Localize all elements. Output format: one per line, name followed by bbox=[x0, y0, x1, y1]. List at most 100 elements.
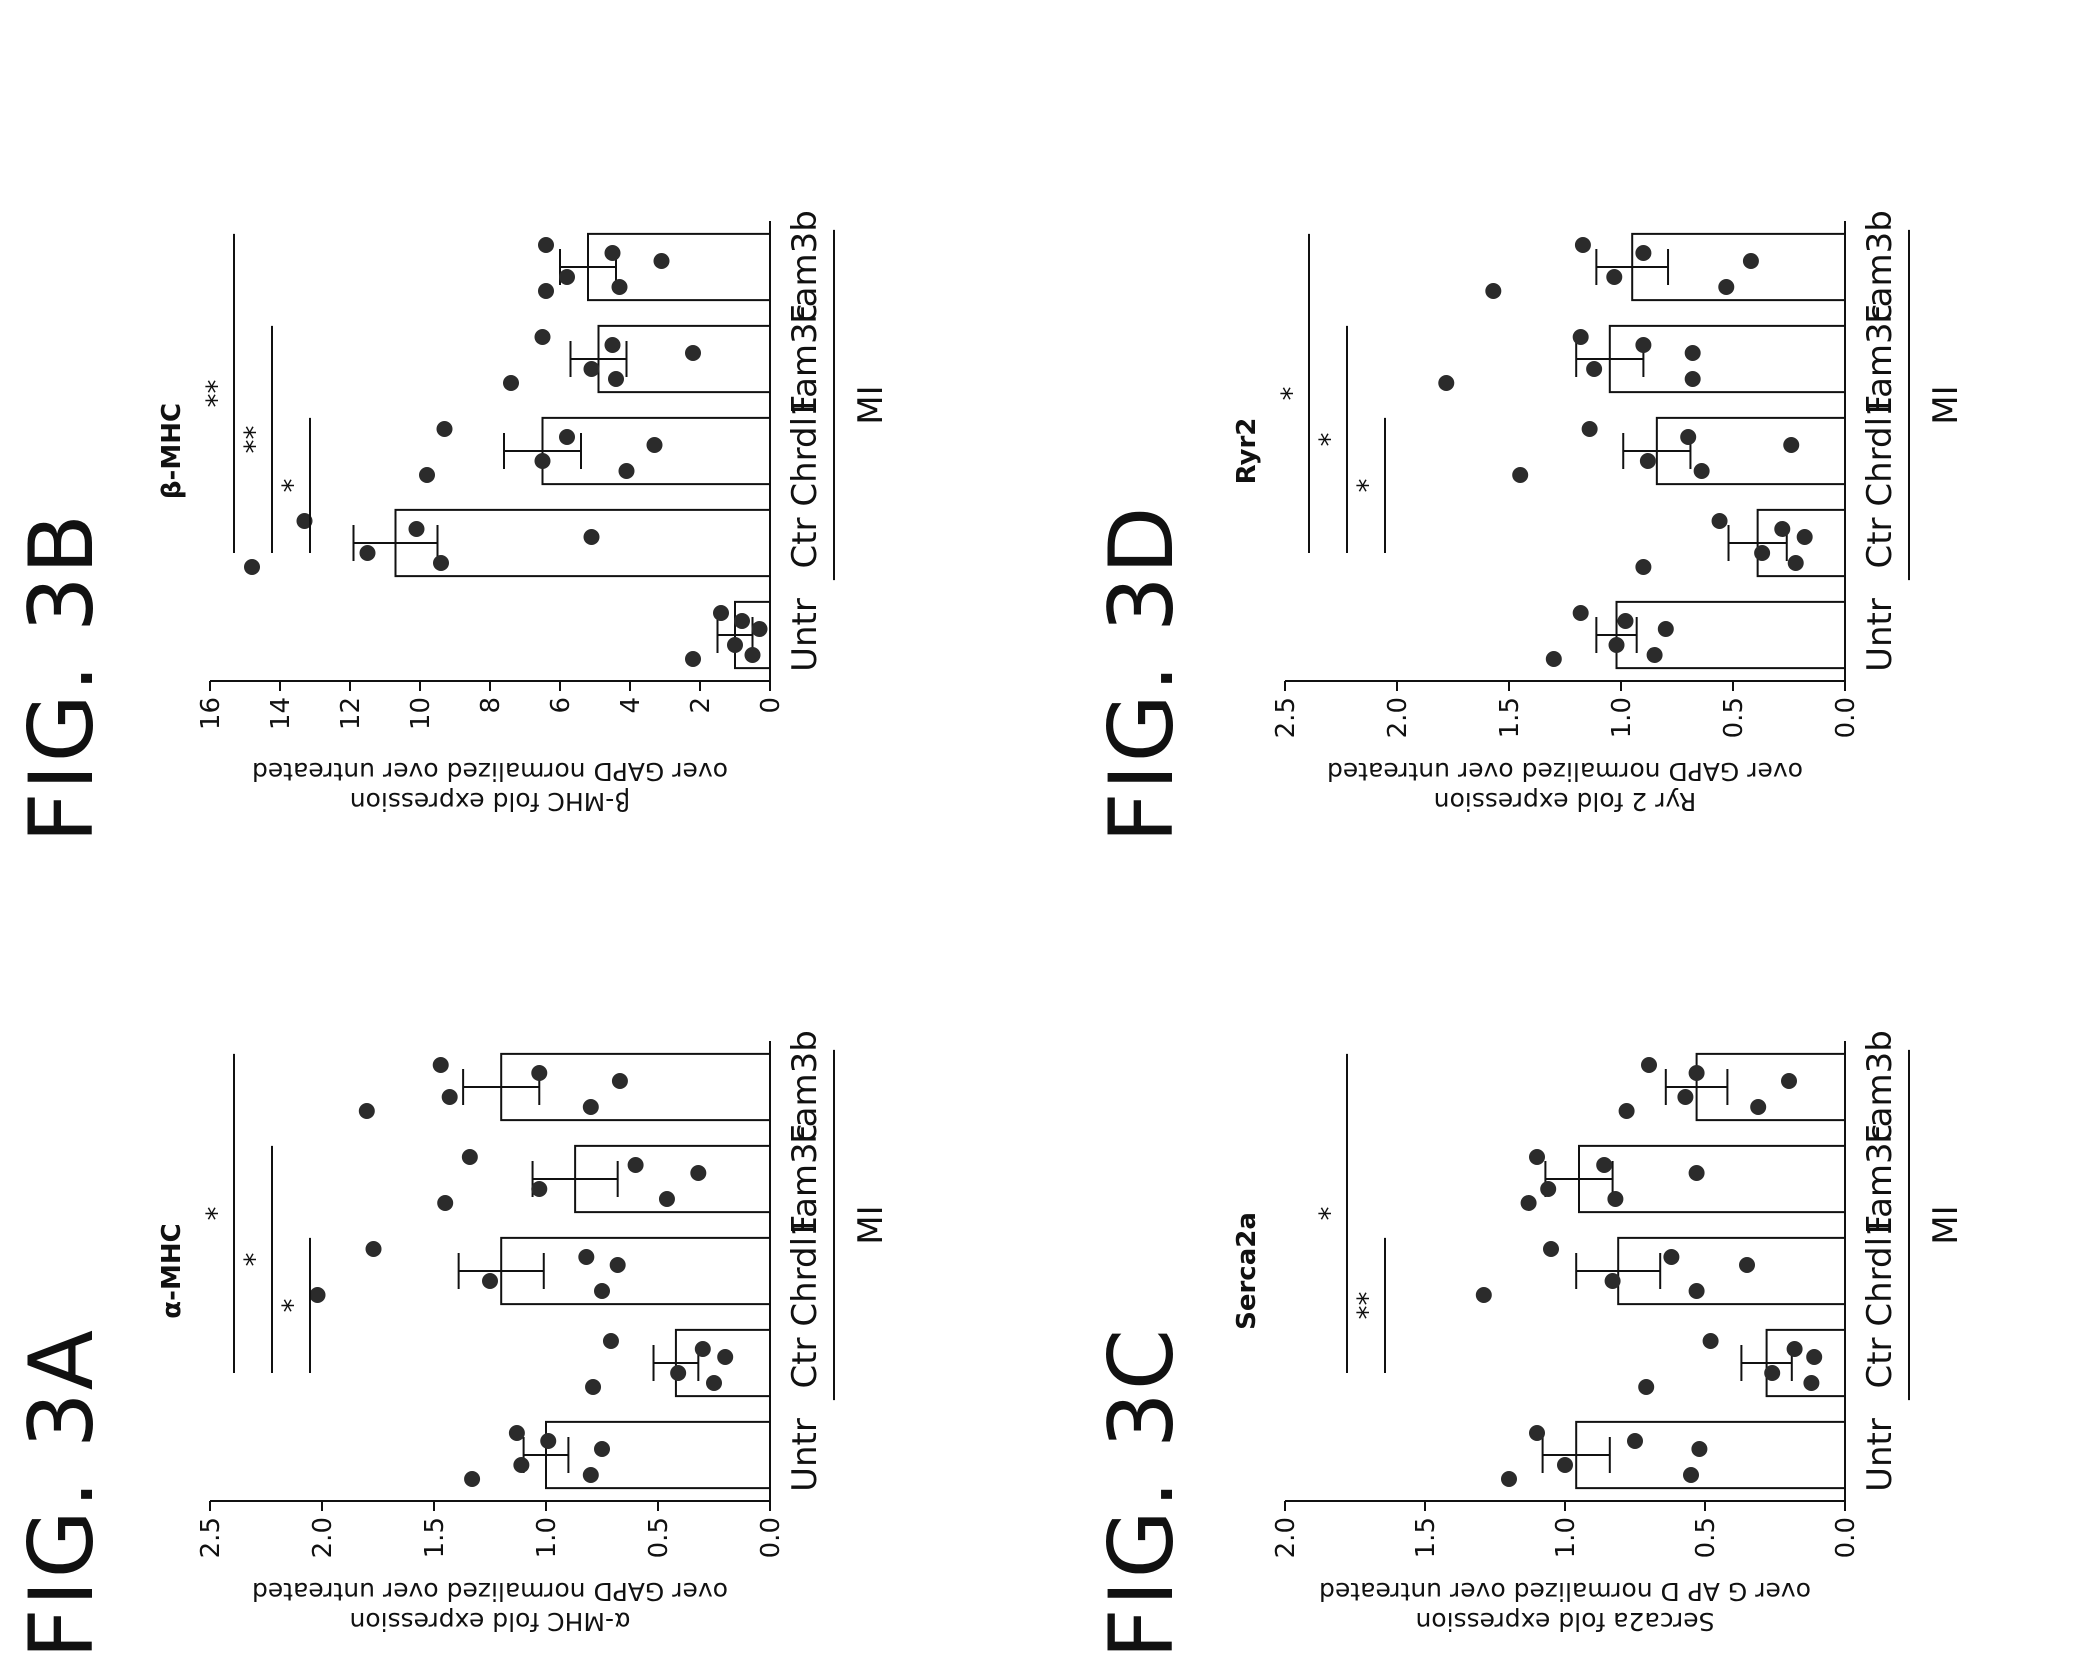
data-point bbox=[482, 1273, 498, 1289]
data-point bbox=[508, 1425, 525, 1441]
data-point bbox=[1677, 1089, 1694, 1105]
data-point bbox=[1543, 1241, 1559, 1257]
data-point bbox=[1683, 1467, 1699, 1483]
significance-label: * bbox=[1313, 1206, 1346, 1220]
y-tick-label: 12 bbox=[336, 697, 366, 730]
data-point bbox=[1774, 521, 1791, 537]
data-point bbox=[365, 1241, 382, 1257]
data-point bbox=[408, 521, 425, 537]
y-tick-label: 1.0 bbox=[1607, 697, 1637, 738]
fig-label-3b: FIG. 3B bbox=[10, 511, 113, 843]
data-point bbox=[604, 337, 621, 353]
y-axis-label: β-MHC fold expression bbox=[350, 787, 630, 816]
data-point bbox=[717, 1349, 734, 1365]
y-tick-label: 8 bbox=[476, 697, 506, 714]
data-point bbox=[582, 1099, 599, 1115]
category-label: Ctr bbox=[1860, 1337, 1900, 1388]
data-point bbox=[1627, 1433, 1643, 1449]
category-label: Chrdl1 bbox=[785, 1215, 825, 1326]
category-label: Chrdl1 bbox=[1860, 1215, 1900, 1326]
category-label: Fam3b bbox=[1860, 210, 1900, 324]
y-tick-label: 0 bbox=[756, 697, 786, 714]
data-point bbox=[594, 1441, 610, 1457]
category-label: Fam3b bbox=[1860, 1030, 1900, 1144]
data-point bbox=[244, 559, 260, 575]
data-point bbox=[1691, 1441, 1708, 1457]
data-point bbox=[1520, 1195, 1537, 1211]
data-point bbox=[441, 1089, 458, 1105]
data-point bbox=[1529, 1149, 1545, 1165]
y-tick-label: 2.0 bbox=[1383, 697, 1413, 738]
data-point bbox=[1786, 1341, 1803, 1357]
significance-label: ** bbox=[1351, 1291, 1384, 1319]
data-point bbox=[685, 345, 701, 361]
data-point bbox=[1688, 1165, 1705, 1181]
data-point bbox=[1635, 559, 1652, 575]
data-point bbox=[583, 361, 600, 377]
significance-label: * bbox=[276, 1298, 309, 1312]
bar-untr bbox=[545, 1420, 771, 1490]
data-point bbox=[1475, 1287, 1492, 1303]
significance-label: ** bbox=[200, 379, 233, 407]
y-axis-label: over G AP D normalized over untreated bbox=[1319, 1577, 1811, 1606]
data-point bbox=[1750, 1099, 1767, 1115]
significance-label: * bbox=[1351, 478, 1384, 492]
data-point bbox=[1688, 1283, 1705, 1299]
significance-label: * bbox=[200, 1206, 233, 1220]
data-point bbox=[437, 1195, 454, 1211]
data-point bbox=[685, 651, 701, 667]
chart-3d: Ryr2 0.0 0.5 1.0 1.5 2.0 2.5 Ryr 2 fold express… bbox=[1232, 210, 1966, 816]
data-point bbox=[1639, 453, 1656, 469]
data-point bbox=[1783, 437, 1800, 453]
group-label: MI bbox=[851, 1205, 891, 1244]
y-tick-label: 1.5 bbox=[1495, 697, 1525, 738]
category-label: Ctr bbox=[785, 1337, 825, 1388]
data-point bbox=[706, 1375, 722, 1391]
data-point bbox=[609, 1257, 626, 1273]
data-point bbox=[611, 1073, 628, 1089]
panel-3c: Serca2a 0.0 0.5 1.0 1.5 2.0 Serca2a fold expre… bbox=[1225, 851, 2005, 1671]
chart-3c: Serca2a 0.0 0.5 1.0 1.5 2.0 Serca2a fold expre… bbox=[1232, 1030, 1966, 1636]
data-point bbox=[694, 1341, 711, 1357]
data-point bbox=[604, 245, 621, 261]
data-point bbox=[1657, 621, 1674, 637]
data-point bbox=[1512, 467, 1529, 483]
data-point bbox=[432, 1057, 449, 1073]
category-label: Untr bbox=[785, 1418, 825, 1492]
y-tick-label: 6 bbox=[546, 697, 576, 714]
data-point bbox=[1617, 613, 1634, 629]
bar-fam3c bbox=[1608, 324, 1846, 394]
data-point bbox=[1581, 421, 1598, 437]
y-tick-label: 0.5 bbox=[1691, 1517, 1721, 1558]
data-point bbox=[578, 1249, 595, 1265]
data-point bbox=[582, 1467, 599, 1483]
bar-untr bbox=[1575, 1420, 1846, 1490]
chart-3a: α-MHC 0.0 0.5 1.0 1.5 2.0 2.5 α-MHC fold expres… bbox=[157, 1030, 891, 1636]
category-label: Untr bbox=[1860, 598, 1900, 672]
y-axis-label: over GAPD normalized over untreated bbox=[252, 757, 728, 786]
data-point bbox=[1641, 1057, 1657, 1073]
data-point bbox=[513, 1457, 530, 1473]
data-point bbox=[1607, 1191, 1624, 1207]
panel-3a: α-MHC 0.0 0.5 1.0 1.5 2.0 2.5 α-MHC fold expres… bbox=[150, 851, 930, 1671]
y-tick-label: 1.0 bbox=[1551, 1517, 1581, 1558]
y-tick-label: 1.5 bbox=[420, 1517, 450, 1558]
y-tick-label: 2.0 bbox=[308, 1517, 338, 1558]
data-point bbox=[670, 1365, 687, 1381]
data-point bbox=[608, 371, 624, 387]
data-point bbox=[583, 529, 600, 545]
data-point bbox=[1606, 269, 1623, 285]
chart-title: β-MHC bbox=[157, 403, 187, 499]
significance-label: * bbox=[276, 478, 309, 492]
significance-label: * bbox=[238, 1252, 271, 1266]
y-tick-label: 2.5 bbox=[196, 1517, 226, 1558]
data-point bbox=[1638, 1379, 1655, 1395]
data-point bbox=[658, 1191, 675, 1207]
data-point bbox=[1787, 555, 1804, 571]
chart-title: α-MHC bbox=[157, 1223, 187, 1318]
data-point bbox=[1438, 375, 1455, 391]
category-label: Fam3b bbox=[785, 210, 825, 324]
significance-label: * bbox=[1313, 432, 1346, 446]
category-label: Fam3c bbox=[785, 304, 825, 415]
